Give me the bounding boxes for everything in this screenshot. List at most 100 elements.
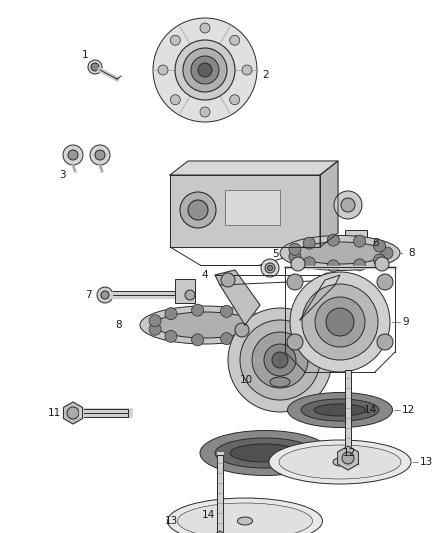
Circle shape: [68, 150, 78, 160]
Ellipse shape: [237, 517, 252, 525]
Circle shape: [200, 23, 210, 33]
Text: 3: 3: [59, 170, 65, 180]
Circle shape: [303, 237, 315, 249]
Circle shape: [221, 273, 235, 287]
Circle shape: [341, 198, 355, 212]
Circle shape: [353, 259, 366, 271]
Circle shape: [243, 311, 255, 323]
Circle shape: [251, 319, 263, 331]
Circle shape: [67, 407, 79, 419]
Text: 12: 12: [402, 405, 415, 415]
Circle shape: [326, 308, 354, 336]
Polygon shape: [170, 175, 320, 247]
Circle shape: [353, 235, 366, 247]
Text: 4: 4: [201, 270, 208, 280]
Circle shape: [63, 145, 83, 165]
Circle shape: [170, 35, 180, 45]
Text: 12: 12: [343, 448, 356, 458]
Circle shape: [185, 290, 195, 300]
Circle shape: [228, 308, 332, 412]
Circle shape: [342, 452, 354, 464]
Bar: [345, 252, 367, 260]
Circle shape: [374, 254, 385, 266]
Polygon shape: [64, 402, 82, 424]
Circle shape: [327, 260, 339, 272]
Bar: [345, 230, 367, 252]
Circle shape: [230, 95, 240, 104]
Text: 10: 10: [240, 375, 253, 385]
Ellipse shape: [230, 444, 300, 462]
Ellipse shape: [301, 399, 379, 421]
Circle shape: [377, 334, 393, 350]
Circle shape: [230, 35, 240, 45]
Circle shape: [261, 259, 279, 277]
Ellipse shape: [140, 306, 270, 344]
Circle shape: [175, 40, 235, 100]
Circle shape: [315, 297, 365, 347]
Circle shape: [334, 191, 362, 219]
Circle shape: [191, 56, 219, 84]
Circle shape: [97, 287, 113, 303]
Text: 9: 9: [402, 317, 409, 327]
Circle shape: [91, 63, 99, 71]
Ellipse shape: [155, 312, 255, 338]
Circle shape: [149, 315, 161, 327]
Ellipse shape: [167, 498, 322, 533]
Circle shape: [291, 257, 305, 271]
Ellipse shape: [270, 377, 290, 387]
Circle shape: [287, 274, 303, 290]
Circle shape: [290, 272, 390, 372]
Ellipse shape: [314, 404, 366, 416]
Text: 1: 1: [82, 50, 88, 60]
Circle shape: [268, 265, 272, 271]
Text: 13: 13: [420, 457, 433, 467]
Circle shape: [221, 333, 233, 345]
Bar: [225, 190, 280, 225]
Polygon shape: [320, 161, 338, 247]
Bar: [175, 279, 195, 303]
Circle shape: [165, 308, 177, 320]
Circle shape: [287, 334, 303, 350]
Circle shape: [101, 291, 109, 299]
Polygon shape: [170, 161, 338, 175]
Ellipse shape: [177, 503, 312, 533]
Circle shape: [188, 200, 208, 220]
Circle shape: [88, 60, 102, 74]
Circle shape: [289, 244, 301, 255]
Circle shape: [191, 304, 204, 316]
Polygon shape: [210, 531, 230, 533]
Ellipse shape: [215, 438, 315, 468]
Circle shape: [289, 251, 301, 263]
Circle shape: [327, 234, 339, 246]
Circle shape: [149, 323, 161, 335]
Circle shape: [191, 334, 204, 346]
Circle shape: [90, 145, 110, 165]
Circle shape: [302, 284, 378, 360]
Ellipse shape: [280, 236, 400, 271]
Text: 14: 14: [364, 405, 377, 415]
Circle shape: [321, 273, 335, 287]
Text: 6: 6: [372, 238, 378, 248]
Ellipse shape: [200, 431, 330, 475]
Circle shape: [180, 192, 216, 228]
Ellipse shape: [295, 242, 385, 264]
Circle shape: [374, 240, 385, 252]
Ellipse shape: [333, 458, 347, 466]
Circle shape: [221, 305, 233, 317]
Circle shape: [377, 274, 393, 290]
Circle shape: [265, 263, 275, 273]
Text: 7: 7: [85, 290, 92, 300]
Circle shape: [264, 344, 296, 376]
Text: 14: 14: [202, 510, 215, 520]
Circle shape: [308, 318, 322, 332]
Circle shape: [242, 65, 252, 75]
Text: 2: 2: [262, 70, 268, 80]
Circle shape: [200, 107, 210, 117]
Circle shape: [272, 352, 288, 368]
Circle shape: [153, 18, 257, 122]
Text: 5: 5: [272, 249, 279, 259]
Polygon shape: [300, 275, 340, 320]
Text: 11: 11: [48, 408, 61, 418]
Circle shape: [158, 65, 168, 75]
Polygon shape: [338, 446, 358, 470]
